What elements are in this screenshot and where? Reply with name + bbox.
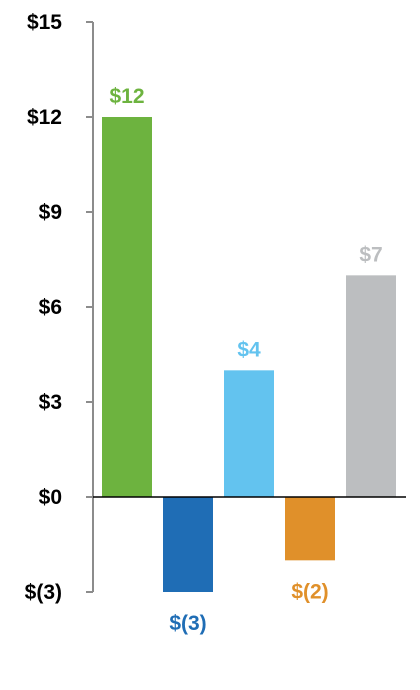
data-label: $4 — [237, 338, 261, 361]
data-label: $(2) — [291, 580, 328, 603]
y-tick-label: $15 — [27, 11, 62, 34]
y-tick-label: $3 — [39, 391, 62, 414]
data-label: $(3) — [169, 612, 206, 635]
data-label: $12 — [109, 85, 144, 108]
y-tick-label: $9 — [39, 201, 62, 224]
data-label: $7 — [359, 243, 382, 266]
bar — [346, 275, 396, 497]
y-tick-label: $6 — [39, 296, 62, 319]
y-tick-label: $0 — [39, 486, 62, 509]
y-tick-label: $12 — [27, 106, 62, 129]
bar — [224, 370, 274, 497]
bar — [285, 497, 335, 561]
bar — [102, 117, 152, 497]
bar — [163, 497, 213, 592]
y-tick-label: $(3) — [25, 581, 62, 604]
